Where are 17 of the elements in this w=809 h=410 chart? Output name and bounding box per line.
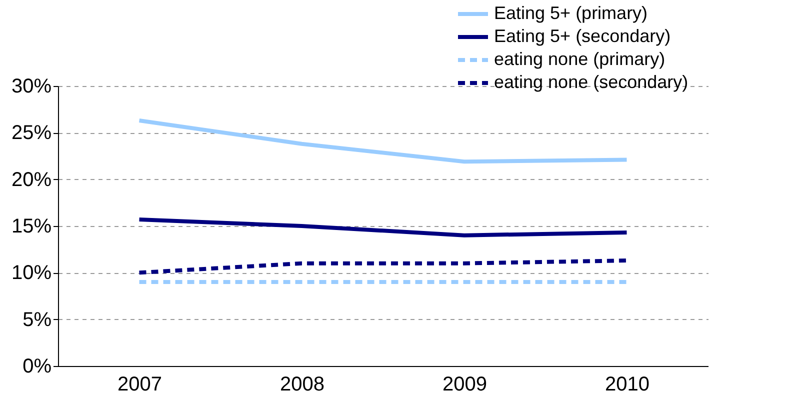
y-tick-label: 0% — [22, 356, 52, 378]
line-series — [137, 118, 629, 164]
y-tick-label: 25% — [11, 122, 52, 144]
line-series — [137, 217, 629, 238]
y-tick-label: 10% — [11, 262, 52, 284]
y-tick-label: 15% — [11, 216, 52, 238]
x-tick-label: 2010 — [605, 374, 650, 396]
x-tick-label: 2008 — [280, 374, 324, 396]
y-tick-label: 20% — [11, 168, 52, 191]
legend-label: Eating 5+ (primary) — [494, 3, 648, 23]
y-tick-label: 30% — [11, 76, 52, 98]
legend-label: eating none (primary) — [494, 49, 666, 69]
x-tick-label: 2007 — [118, 374, 162, 396]
legend-label: Eating 5+ (secondary) — [494, 26, 671, 46]
legend-label: eating none (secondary) — [494, 72, 688, 92]
y-tick-label: 5% — [22, 308, 52, 331]
x-tick-label: 2009 — [442, 374, 487, 396]
